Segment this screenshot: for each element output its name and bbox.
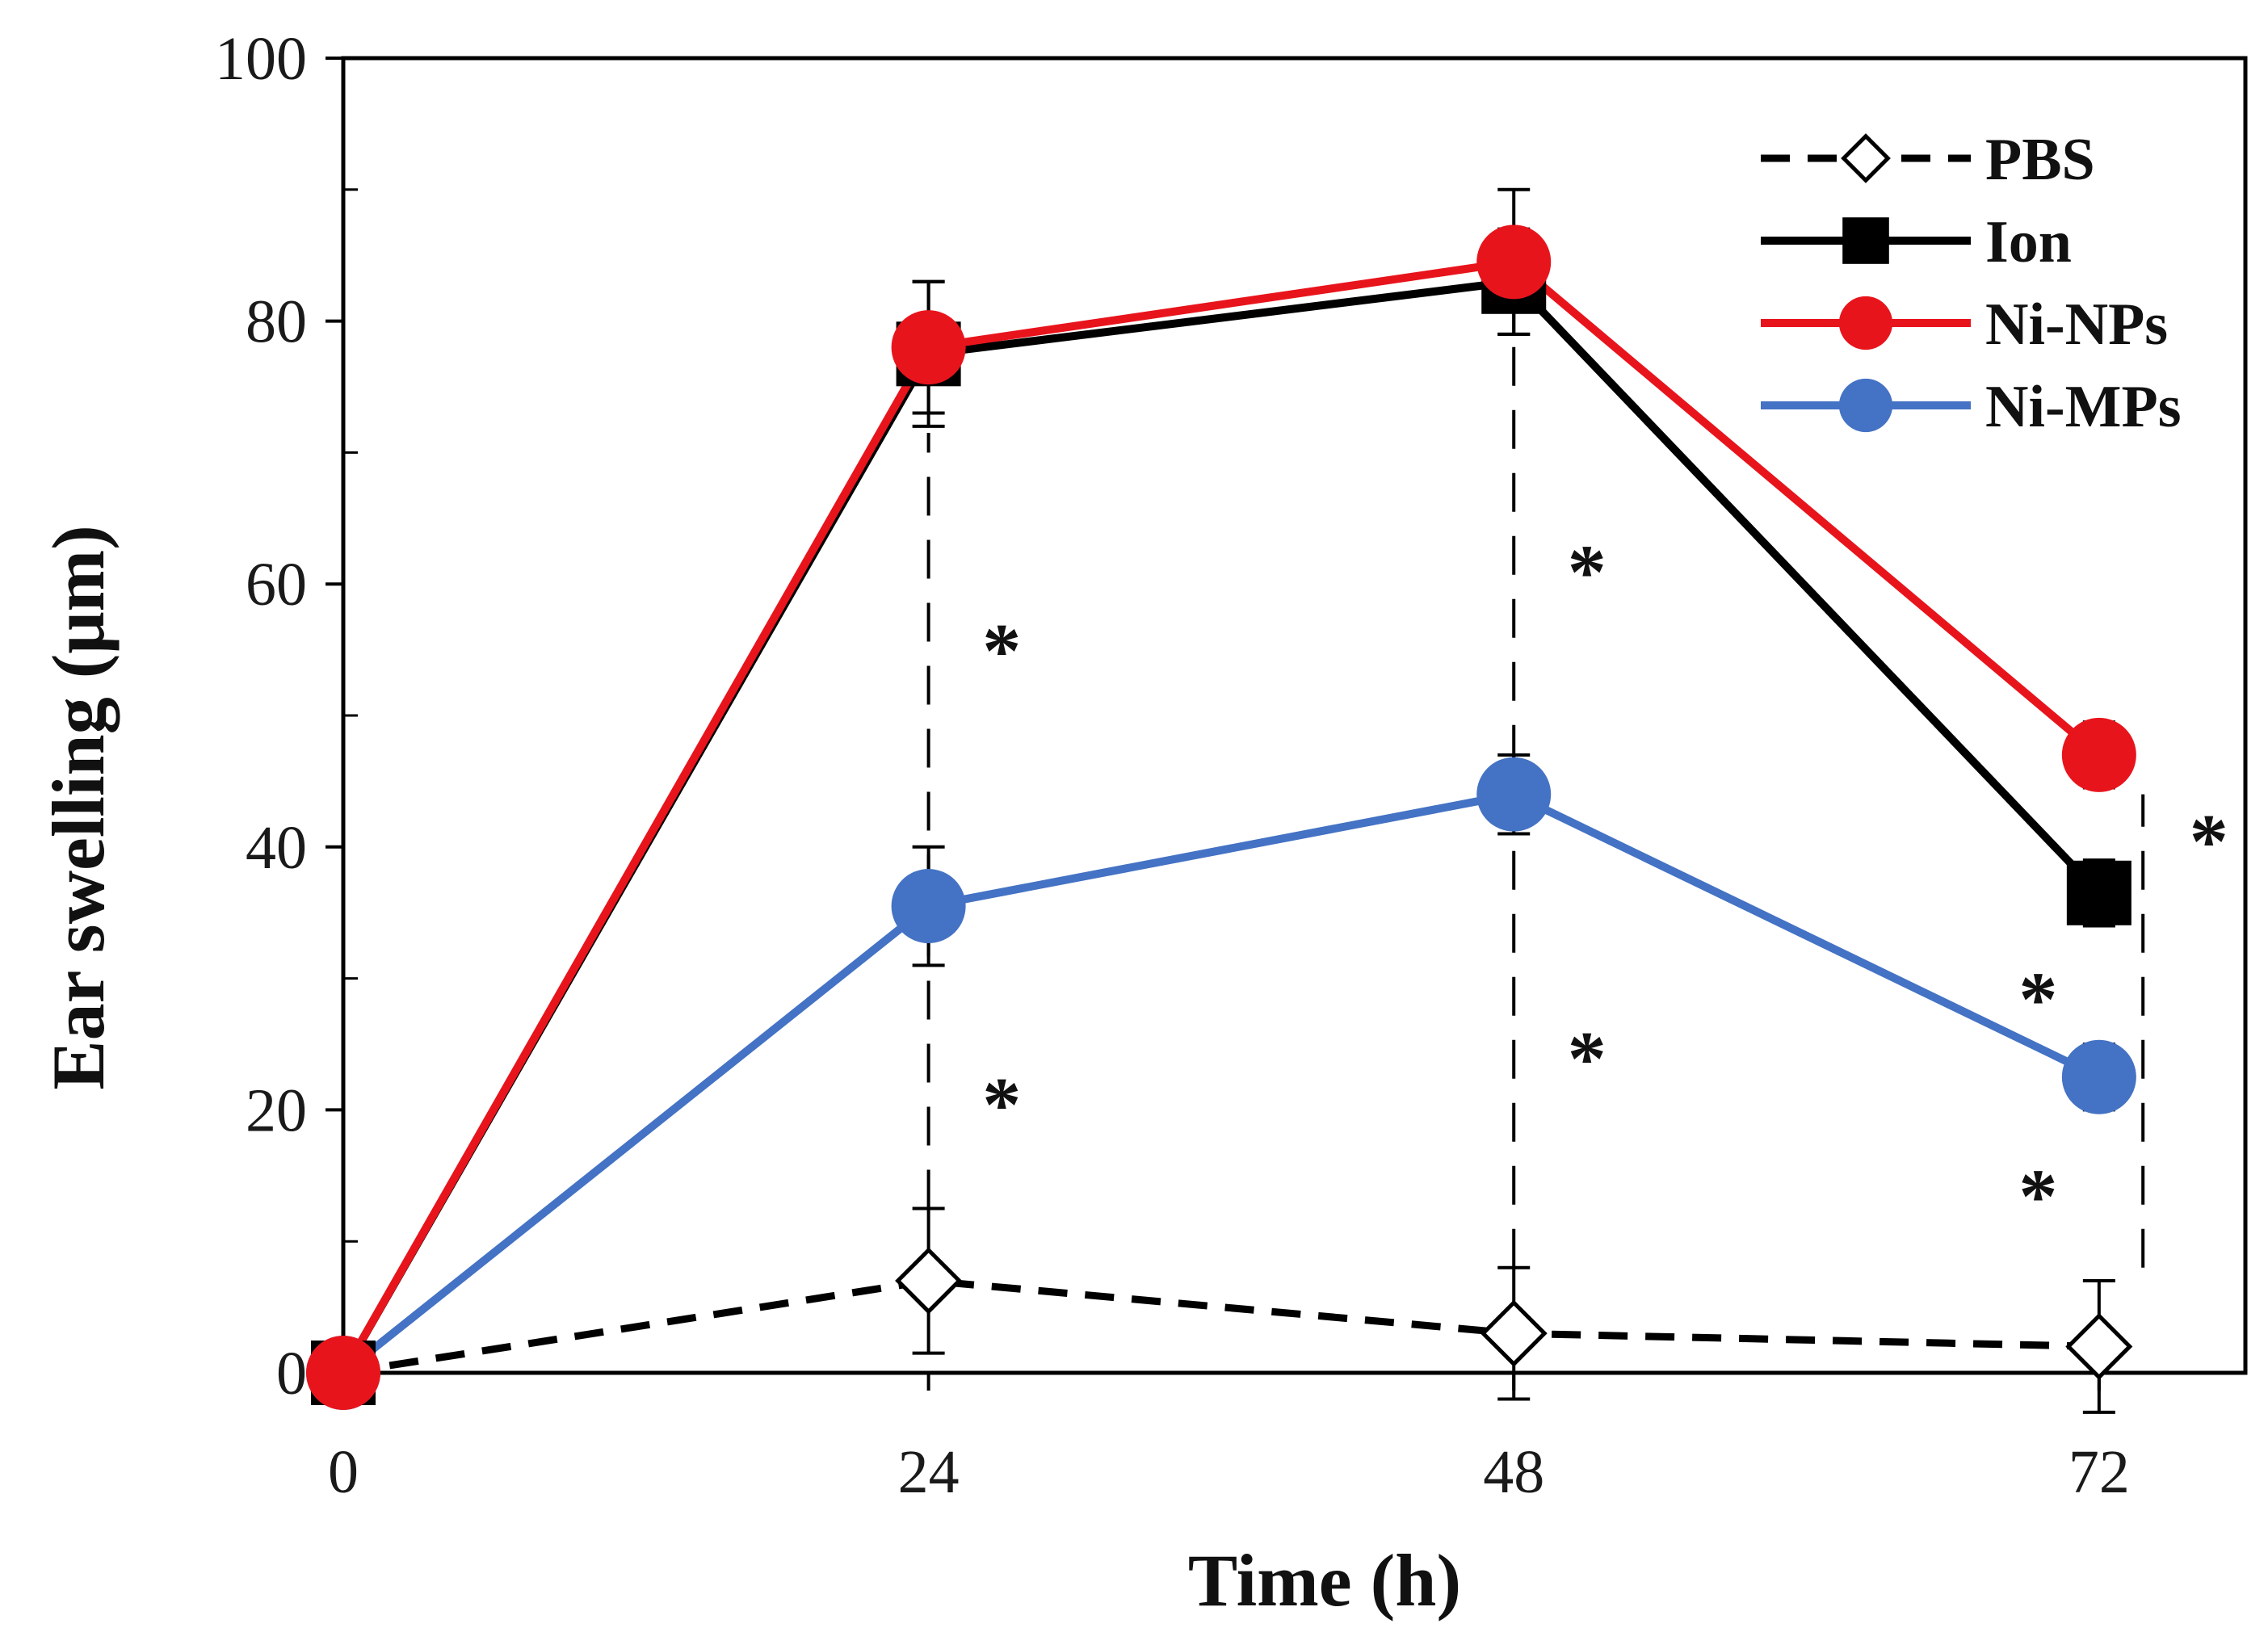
significance-asterisk: *	[1568, 1015, 1606, 1101]
y-tick-label: 40	[246, 814, 307, 882]
significance-asterisk: *	[1568, 529, 1606, 615]
pbs-marker	[1480, 1299, 1548, 1367]
y-axis-title: Ear swelling (μm)	[37, 525, 120, 1090]
significance-asterisk: *	[2018, 956, 2057, 1043]
significance-asterisk: *	[2018, 1153, 2057, 1240]
ni-nps-marker	[306, 1336, 380, 1410]
legend-label-ni-mps: Ni-MPs	[1985, 374, 2182, 440]
legend-label-ni-nps: Ni-NPs	[1985, 292, 2168, 358]
ni-mps-marker	[1838, 378, 1893, 433]
significance-asterisk: *	[982, 1061, 1021, 1148]
significance-asterisk: *	[982, 608, 1021, 694]
pbs-marker	[895, 1247, 963, 1315]
legend-label-ion: Ion	[1985, 209, 2072, 275]
ni-mps-marker	[891, 869, 966, 944]
x-axis-title: Time (h)	[1188, 1539, 1461, 1622]
series-line-ni-nps	[339, 258, 2102, 1375]
x-tick-label: 72	[2068, 1438, 2130, 1506]
pbs-marker	[1841, 133, 1891, 183]
y-tick-label: 20	[246, 1076, 307, 1144]
significance-asterisk: *	[2190, 799, 2228, 885]
ion-marker	[1842, 217, 1889, 264]
x-tick-label: 24	[898, 1438, 960, 1506]
ni-mps-marker	[1476, 757, 1552, 832]
series-line-pbs	[342, 1277, 2099, 1377]
x-tick-label: 0	[328, 1438, 359, 1506]
ion-marker	[2066, 860, 2132, 925]
ni-nps-marker	[1476, 224, 1552, 300]
y-tick-label: 60	[246, 551, 307, 619]
pbs-marker	[2065, 1312, 2133, 1380]
y-tick-label: 80	[246, 288, 307, 356]
ni-nps-marker	[2061, 717, 2136, 792]
ni-mps-marker	[2061, 1039, 2136, 1114]
ni-nps-marker	[1838, 296, 1893, 350]
y-tick-label: 100	[215, 25, 307, 93]
y-tick-label: 0	[276, 1340, 307, 1408]
series-line-ni-mps	[340, 790, 2102, 1376]
x-tick-label: 48	[1483, 1438, 1544, 1506]
ni-nps-marker	[891, 310, 966, 385]
legend-label-pbs: PBS	[1985, 127, 2095, 193]
